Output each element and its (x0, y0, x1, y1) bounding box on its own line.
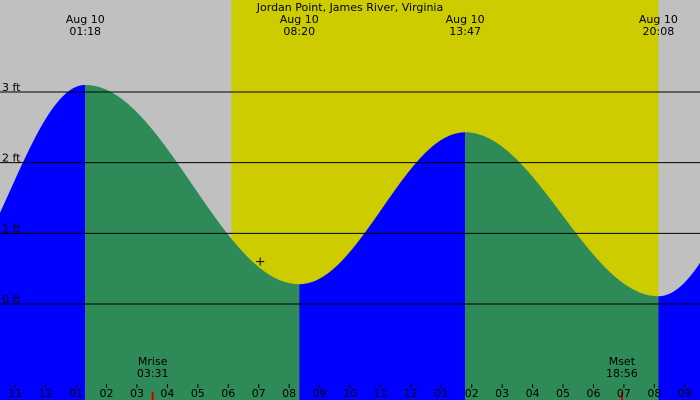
x-tick-label: 04 (160, 387, 174, 400)
x-tick-label: 11 (373, 387, 387, 400)
y-tick-label: 1 ft (2, 222, 21, 235)
x-tick-label: 10 (343, 387, 357, 400)
gridline-layer (0, 91, 700, 400)
chart-title: Jordan Point, James River, Virginia (256, 1, 443, 14)
rising-tide-area (658, 262, 700, 400)
moon-event-label: Mset (609, 355, 636, 368)
x-tick-label: 11 (8, 387, 22, 400)
extreme-time-label: 01:18 (69, 25, 101, 38)
x-tick-label: 02 (100, 387, 114, 400)
extreme-date-label: Aug 10 (639, 13, 678, 26)
x-tick-label: 09 (678, 387, 692, 400)
x-tick-label: 07 (252, 387, 266, 400)
falling-tide-area (465, 132, 659, 400)
label-layer: 3 ft 2 ft 1 ft 0 ft 11 12 01 02 03 04 05 06 07 08 09 10… (2, 13, 692, 400)
x-tick-label: 01 (434, 387, 448, 400)
x-tick-label: 12 (39, 387, 53, 400)
rising-tide-area (299, 132, 466, 400)
x-tick-label: 12 (404, 387, 418, 400)
moon-event-time: 03:31 (137, 367, 169, 380)
y-tick-label: 2 ft (2, 152, 21, 165)
extreme-date-label: Aug 10 (446, 13, 485, 26)
extreme-time-label: 20:08 (643, 25, 675, 38)
moon-event-label: Mrise (138, 355, 168, 368)
y-tick-label: 0 ft (2, 293, 21, 306)
x-tick-label: 06 (221, 387, 235, 400)
extreme-date-label: Aug 10 (280, 13, 319, 26)
x-tick-label: 05 (556, 387, 570, 400)
x-tick-label: 09 (313, 387, 327, 400)
extreme-time-label: 08:20 (283, 25, 315, 38)
extreme-time-label: 13:47 (449, 25, 481, 38)
falling-tide-area (85, 84, 300, 400)
moon-event-time: 18:56 (606, 367, 638, 380)
x-tick-label: 06 (586, 387, 600, 400)
x-tick-label: 03 (130, 387, 144, 400)
x-tick-label: 02 (465, 387, 479, 400)
rising-tide-area (0, 84, 86, 400)
extreme-date-label: Aug 10 (66, 13, 105, 26)
x-tick-label: 08 (282, 387, 296, 400)
y-tick-label: 3 ft (2, 81, 21, 94)
x-tick-label: 05 (191, 387, 205, 400)
x-tick-label: 04 (526, 387, 540, 400)
x-tick-label: 03 (495, 387, 509, 400)
x-tick-label: 01 (69, 387, 83, 400)
x-tick-label: 07 (617, 387, 631, 400)
tide-fill-layer (0, 84, 700, 400)
x-tick-label: 08 (647, 387, 661, 400)
